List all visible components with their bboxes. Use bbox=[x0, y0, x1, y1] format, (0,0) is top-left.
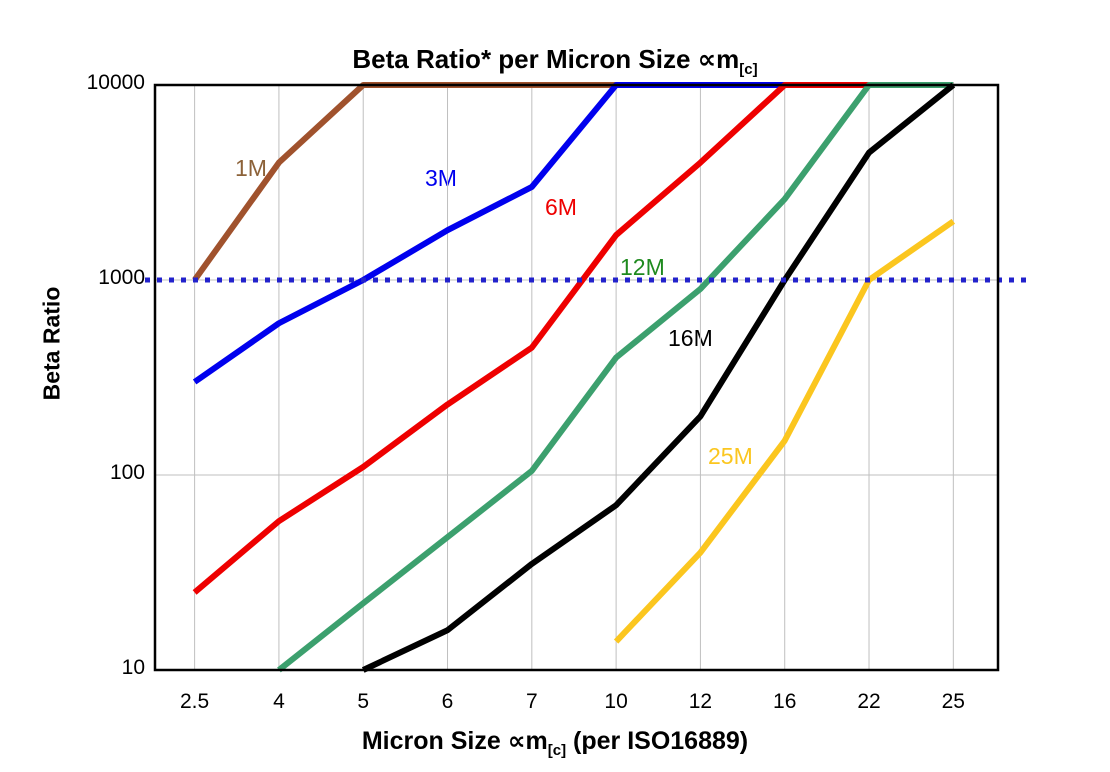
series-label-1M: 1M bbox=[235, 155, 267, 181]
x-axis-title-main: Micron Size ∝m bbox=[361, 727, 548, 755]
x-axis-title-tail: (per ISO16889) bbox=[566, 727, 749, 755]
series-label-16M: 16M bbox=[668, 325, 713, 351]
x-axis-title: Micron Size ∝m[c] (per ISO16889) bbox=[0, 726, 1110, 759]
chart-title: Beta Ratio* per Micron Size ∝m[c] bbox=[0, 44, 1110, 78]
series-line-1M bbox=[192, 82, 954, 282]
chart-title-subscript: [c] bbox=[739, 61, 758, 79]
series-line-16M bbox=[361, 82, 956, 673]
x-tick-label: 25 bbox=[941, 690, 965, 713]
chart-title-main: Beta Ratio* per Micron Size ∝m bbox=[352, 44, 740, 74]
series-line-25M bbox=[613, 218, 956, 644]
series-label-25M: 25M bbox=[708, 443, 753, 469]
y-tick-label: 10 bbox=[121, 656, 145, 679]
x-tick-label: 2.5 bbox=[180, 690, 210, 713]
series-label-6M: 6M bbox=[545, 194, 577, 220]
series-label-3M: 3M bbox=[425, 165, 457, 191]
x-tick-label: 7 bbox=[525, 690, 538, 713]
y-tick-label: 10000 bbox=[86, 71, 145, 94]
x-tick-label: 22 bbox=[857, 690, 881, 713]
series-line-12M bbox=[277, 82, 954, 673]
x-tick-label: 5 bbox=[357, 690, 370, 713]
x-axis-title-subscript: [c] bbox=[547, 742, 567, 759]
x-tick-label: 16 bbox=[773, 690, 797, 713]
x-tick-label: 4 bbox=[273, 690, 285, 713]
axis-frame bbox=[153, 83, 1000, 672]
series-label-12M: 12M bbox=[620, 254, 665, 280]
y-tick-label: 100 bbox=[109, 461, 145, 484]
x-tick-label: 10 bbox=[604, 690, 628, 713]
x-tick-label: 12 bbox=[688, 690, 713, 713]
y-tick-label: 1000 bbox=[98, 266, 145, 289]
x-tick-label: 6 bbox=[441, 690, 454, 713]
